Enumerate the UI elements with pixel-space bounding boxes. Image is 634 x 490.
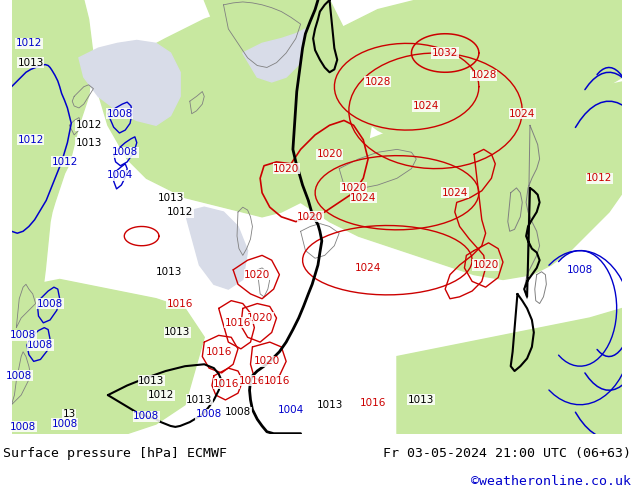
Text: 1020: 1020 — [316, 149, 342, 159]
Text: 1024: 1024 — [509, 109, 536, 119]
Text: 1008: 1008 — [107, 109, 133, 119]
Text: 1004: 1004 — [278, 405, 304, 415]
Text: 1008: 1008 — [51, 419, 77, 429]
Text: 1013: 1013 — [157, 193, 184, 202]
Text: 1024: 1024 — [442, 188, 468, 198]
Text: 1028: 1028 — [365, 77, 391, 87]
Polygon shape — [11, 0, 93, 434]
Text: 1008: 1008 — [10, 330, 36, 341]
Text: 1024: 1024 — [355, 263, 381, 273]
Text: 1012: 1012 — [16, 38, 42, 49]
Polygon shape — [204, 0, 310, 63]
Text: 1008: 1008 — [10, 422, 36, 432]
Polygon shape — [397, 308, 623, 434]
Polygon shape — [79, 41, 180, 125]
Text: 1012: 1012 — [51, 157, 78, 167]
Text: 1016: 1016 — [225, 318, 251, 328]
Text: 1024: 1024 — [350, 193, 377, 202]
Text: 1013: 1013 — [186, 395, 212, 405]
Text: 1020: 1020 — [247, 313, 273, 323]
Text: 1008: 1008 — [37, 298, 63, 309]
Text: 1012: 1012 — [75, 120, 102, 130]
Text: 1008: 1008 — [112, 147, 138, 157]
Text: 1016: 1016 — [205, 347, 232, 357]
Text: 1020: 1020 — [244, 270, 270, 280]
Text: 1016: 1016 — [167, 298, 193, 309]
Text: 1008: 1008 — [196, 409, 222, 419]
Text: 1020: 1020 — [273, 164, 299, 173]
Text: 1008: 1008 — [6, 371, 32, 381]
Polygon shape — [493, 0, 623, 68]
Text: 1020: 1020 — [340, 183, 366, 193]
Text: 13: 13 — [63, 409, 76, 419]
Text: 1013: 1013 — [75, 138, 102, 147]
Text: 1028: 1028 — [470, 70, 497, 80]
Text: 1013: 1013 — [316, 400, 343, 410]
Text: 1004: 1004 — [107, 171, 134, 180]
Polygon shape — [93, 0, 373, 217]
Text: 1013: 1013 — [18, 58, 44, 68]
Text: 1016: 1016 — [263, 376, 290, 386]
Text: 1020: 1020 — [472, 260, 499, 270]
Text: 1024: 1024 — [413, 101, 439, 111]
Text: 1012: 1012 — [586, 173, 612, 183]
Text: 1016: 1016 — [239, 376, 266, 386]
Text: ©weatheronline.co.uk: ©weatheronline.co.uk — [471, 475, 631, 488]
Text: 1012: 1012 — [18, 135, 44, 145]
Text: 1013: 1013 — [164, 327, 190, 338]
Polygon shape — [291, 82, 623, 279]
Text: 1012: 1012 — [167, 207, 193, 217]
Polygon shape — [301, 0, 623, 149]
Polygon shape — [243, 29, 306, 82]
Polygon shape — [11, 279, 204, 434]
Text: 1008: 1008 — [225, 408, 251, 417]
Text: Fr 03-05-2024 21:00 UTC (06+63): Fr 03-05-2024 21:00 UTC (06+63) — [383, 447, 631, 460]
Text: 1013: 1013 — [408, 395, 434, 405]
Text: 1008: 1008 — [567, 265, 593, 275]
Text: Surface pressure [hPa] ECMWF: Surface pressure [hPa] ECMWF — [3, 447, 227, 460]
Polygon shape — [185, 207, 248, 289]
Text: 1012: 1012 — [148, 390, 174, 400]
Text: 1016: 1016 — [359, 398, 386, 408]
Text: 1008: 1008 — [27, 340, 53, 350]
Text: 1013: 1013 — [155, 267, 182, 277]
Text: 1013: 1013 — [138, 376, 164, 386]
Text: 1008: 1008 — [133, 411, 160, 421]
Text: 1032: 1032 — [432, 48, 458, 58]
Text: 1020: 1020 — [297, 212, 323, 222]
Text: 1020: 1020 — [254, 356, 280, 367]
Text: 1016: 1016 — [213, 379, 240, 389]
